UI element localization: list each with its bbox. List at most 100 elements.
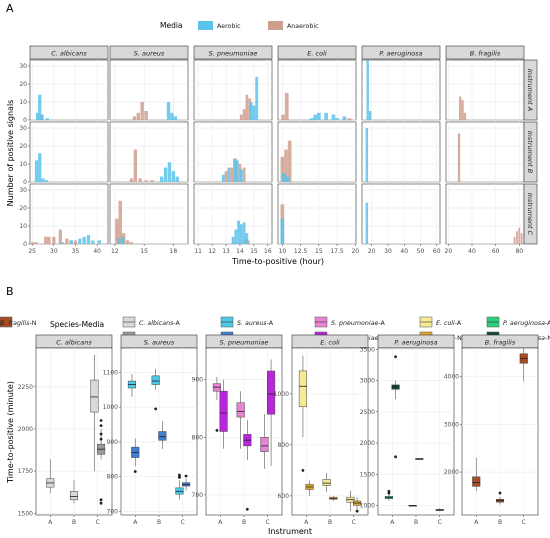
box-outlier <box>99 437 103 441</box>
x-tick-label-b: A <box>304 519 309 526</box>
histogram-bar <box>82 236 86 244</box>
histogram-bar <box>365 202 369 244</box>
facet-a-bg <box>109 59 189 121</box>
legend-b-media: -N <box>545 335 550 342</box>
strip-a-4 <box>361 45 441 60</box>
histogram-bar <box>313 114 317 120</box>
strip-a-label-3: E. coli <box>307 50 327 58</box>
facet-a-bg <box>109 121 189 183</box>
histogram-bar <box>513 236 516 244</box>
legend-b-label-4: S. pneumoniae-A <box>331 320 385 327</box>
box-outlier <box>99 424 103 427</box>
histogram-bar <box>245 233 249 244</box>
histogram-bar <box>280 156 285 182</box>
legend-b-species: C. albicans <box>139 320 174 327</box>
x-tick-label-a: 13 <box>222 248 230 255</box>
legend-a-key-0 <box>198 21 213 30</box>
row-strip-a-2 <box>523 183 538 245</box>
x-tick-label-a: 40 <box>93 248 101 255</box>
legend-b-label-8: P. aeruginosa-A <box>503 320 550 327</box>
histogram-bar <box>45 118 49 120</box>
histogram-bar <box>331 114 336 120</box>
histogram-bar <box>242 167 246 182</box>
legend-b-species: B. fragilis <box>0 320 30 327</box>
row-strip-a-1 <box>523 121 538 183</box>
x-tick-label-a: 35 <box>72 248 80 255</box>
histogram-bar <box>242 222 246 244</box>
y-tick-label-b: 900 <box>192 377 204 384</box>
histogram-bar <box>173 116 178 120</box>
facet-a-bg <box>445 121 525 183</box>
x-tick-label-a: 20 <box>351 248 359 255</box>
facet-a-bg <box>193 59 273 121</box>
histogram-bar <box>129 178 134 182</box>
x-tick-label-a: 20 <box>445 248 453 255</box>
legend-b-label-2: S. aureus-A <box>237 320 274 327</box>
strip-b-label-5: B. fragilis <box>485 339 516 347</box>
histogram-bar <box>239 114 243 120</box>
histogram-bar <box>459 96 462 120</box>
histogram-bar <box>44 180 48 182</box>
x-tick-label-b: A <box>48 519 53 526</box>
x-tick-label-a: 80 <box>515 248 523 255</box>
histogram-bar <box>235 160 239 182</box>
histogram-bar <box>317 112 321 120</box>
x-tick-label-b: B <box>72 519 76 526</box>
x-tick-label-a: 60 <box>492 248 500 255</box>
histogram-bar <box>309 118 314 120</box>
box-outlier <box>99 498 103 502</box>
y-tick-label-a: 0 <box>23 117 27 124</box>
facet-a-bg <box>361 59 441 121</box>
histogram-bar <box>368 111 372 120</box>
facet-a-bg <box>277 183 357 245</box>
histogram-bar <box>231 236 235 244</box>
histogram-bar <box>60 242 65 244</box>
histogram-bar <box>175 176 179 182</box>
y-tick-label-a: 30 <box>19 63 27 70</box>
histogram-bar <box>347 118 352 120</box>
histogram-bar <box>69 240 73 244</box>
box <box>236 402 245 418</box>
histogram-bar <box>38 153 42 182</box>
legend-b-species: P. aeruginosa <box>503 320 545 327</box>
histogram-bar <box>150 180 154 182</box>
legend-b-media: -A <box>545 320 550 327</box>
histogram-bar <box>461 100 464 120</box>
histogram-bar <box>227 167 231 182</box>
row-strip-a-label-2: Instrument C <box>526 193 534 236</box>
facet-a-bg <box>361 183 441 245</box>
legend-b-media: -A <box>173 320 180 327</box>
histogram-bar <box>242 109 246 120</box>
x-tick-label-b: C <box>352 519 356 526</box>
histogram-bar <box>170 112 174 120</box>
histogram-bar <box>86 235 91 244</box>
panel-b-label: B <box>6 285 14 298</box>
y-tick-label-a: 20 <box>19 81 27 88</box>
x-tick-label-a: 40 <box>400 248 408 255</box>
box <box>90 379 99 413</box>
histogram-bar <box>144 180 148 182</box>
legend-b-species: E. coli <box>436 320 455 327</box>
y-tick-label-b: 3000 <box>444 421 459 428</box>
histogram-bar <box>118 200 122 244</box>
y-tick-label-a: 20 <box>19 143 27 150</box>
histogram-bar <box>224 171 228 182</box>
box <box>151 375 160 385</box>
histogram-bar <box>342 116 347 120</box>
x-tick-label-b: B <box>414 519 418 526</box>
histogram-bar <box>324 112 328 120</box>
x-tick-label-a: 11 <box>194 248 202 255</box>
histogram-bar <box>284 93 289 120</box>
x-tick-label-b: C <box>266 519 270 526</box>
y-tick-label-b: 1000 <box>360 503 375 510</box>
histogram-bar <box>171 171 176 182</box>
strip-a-label-1: S. aureus <box>134 50 165 58</box>
legend-a-label-1: Anaerobic <box>287 23 319 30</box>
panel-b-plot: Time-to-positive (minute) Instrument C. al… <box>6 334 539 536</box>
histogram-bar <box>282 173 286 182</box>
legend-b-label-10: B. fragilis-N <box>0 320 37 327</box>
histogram-bar <box>140 102 144 120</box>
x-tick-label-a: 30 <box>384 248 392 255</box>
